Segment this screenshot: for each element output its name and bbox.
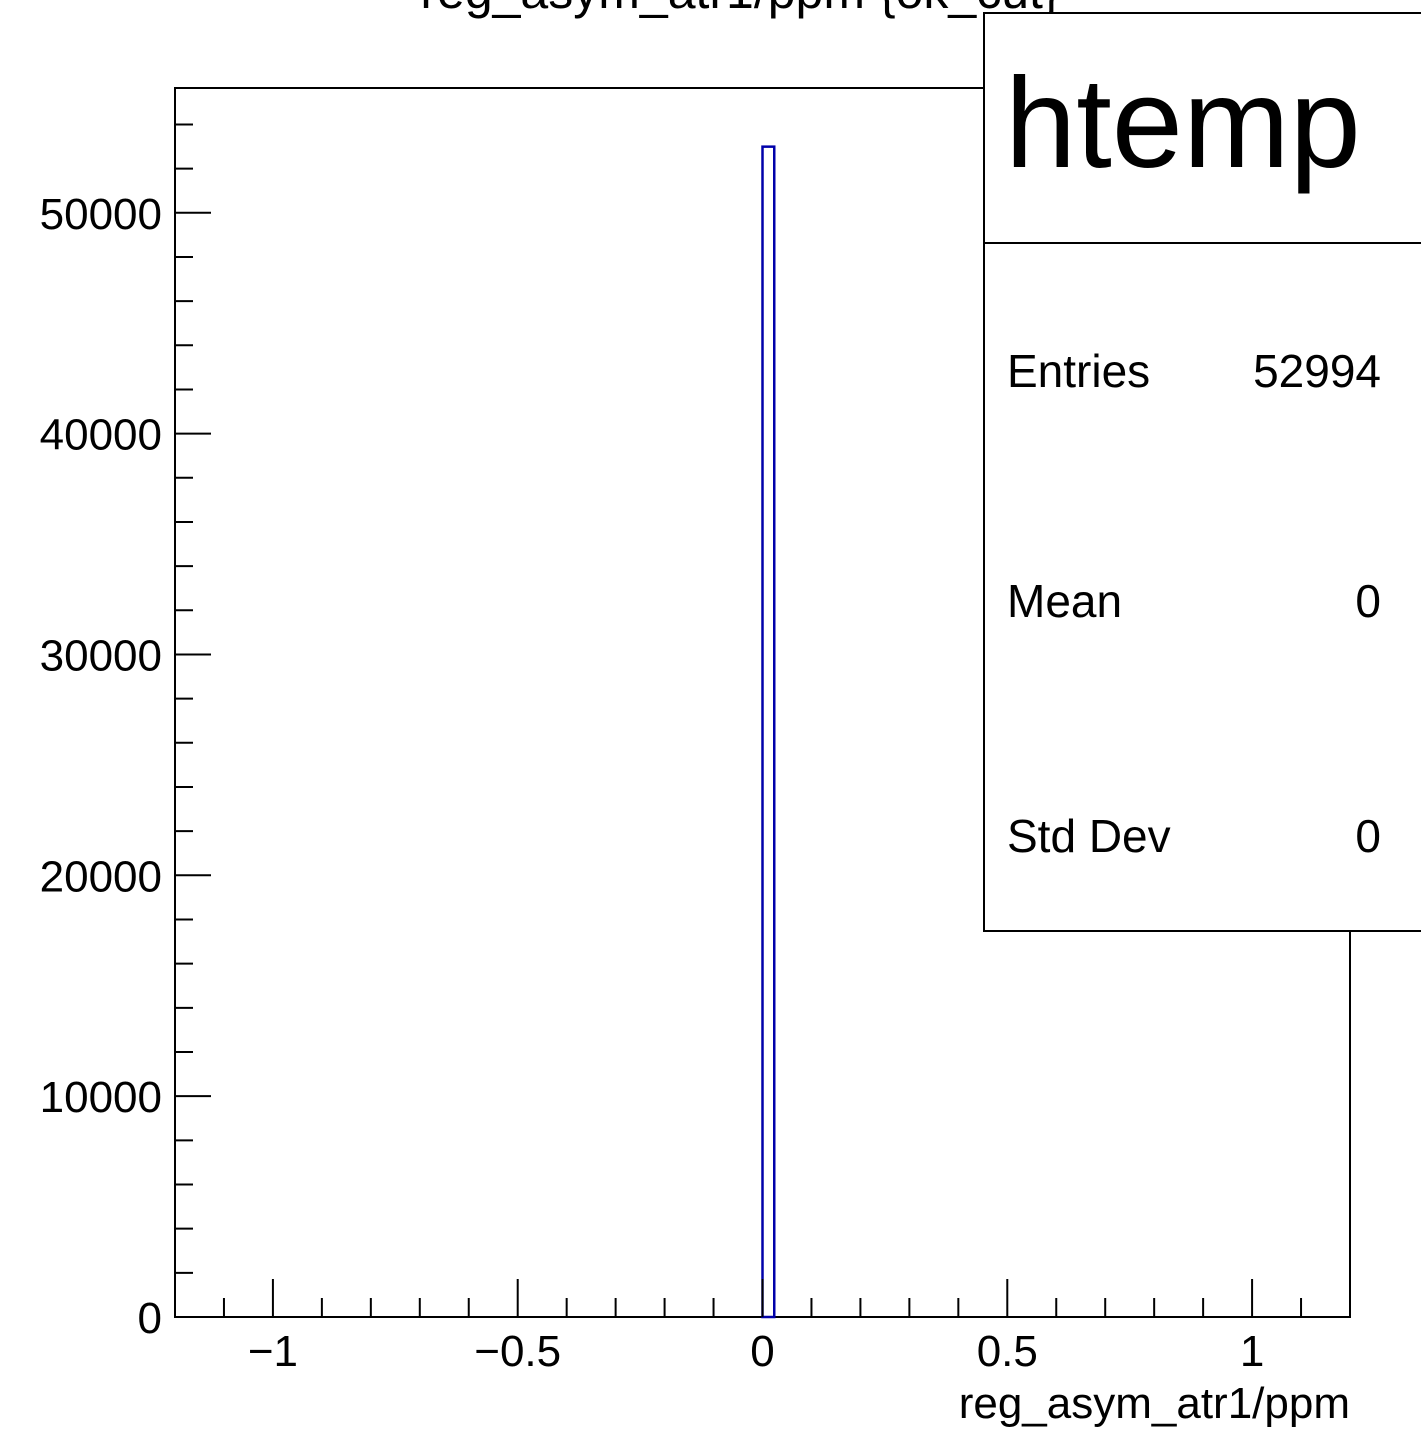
stat-stddev-value: 0 xyxy=(1355,810,1381,862)
stats-box: htemp Entries 52994 Mean 0 Std Dev 0 xyxy=(983,12,1421,932)
y-tick-label: 20000 xyxy=(40,852,162,901)
stat-entries-label: Entries xyxy=(1007,345,1151,397)
stats-divider xyxy=(985,242,1421,244)
x-tick-label: −1 xyxy=(248,1327,298,1376)
x-tick-label: 0.5 xyxy=(977,1327,1038,1376)
y-tick-label: 30000 xyxy=(40,631,162,680)
y-tick-label: 40000 xyxy=(40,411,162,460)
stat-mean-label: Mean xyxy=(1007,575,1123,627)
x-tick-label: 0 xyxy=(750,1327,774,1376)
chart-title: reg_asym_atr1/ppm {ok_cut} xyxy=(420,0,1059,19)
x-axis-ticks: −1 −0.5 0 0.5 1 xyxy=(222,1279,1303,1376)
x-tick-label: 1 xyxy=(1240,1327,1264,1376)
histogram-bars xyxy=(761,145,776,1319)
y-tick-label: 0 xyxy=(138,1294,162,1343)
stat-entries-value: 52994 xyxy=(1253,345,1381,397)
stats-title: htemp xyxy=(1005,52,1361,195)
y-axis-ticks: 0 10000 20000 30000 40000 50000 xyxy=(40,123,211,1343)
stat-stddev-label: Std Dev xyxy=(1007,810,1171,862)
stat-mean-value: 0 xyxy=(1355,575,1381,627)
y-tick-label: 10000 xyxy=(40,1073,162,1122)
y-tick-label: 50000 xyxy=(40,190,162,239)
x-tick-label: −0.5 xyxy=(474,1327,561,1376)
x-axis-label: reg_asym_atr1/ppm xyxy=(959,1379,1350,1428)
histogram-bin-0 xyxy=(761,145,776,1319)
